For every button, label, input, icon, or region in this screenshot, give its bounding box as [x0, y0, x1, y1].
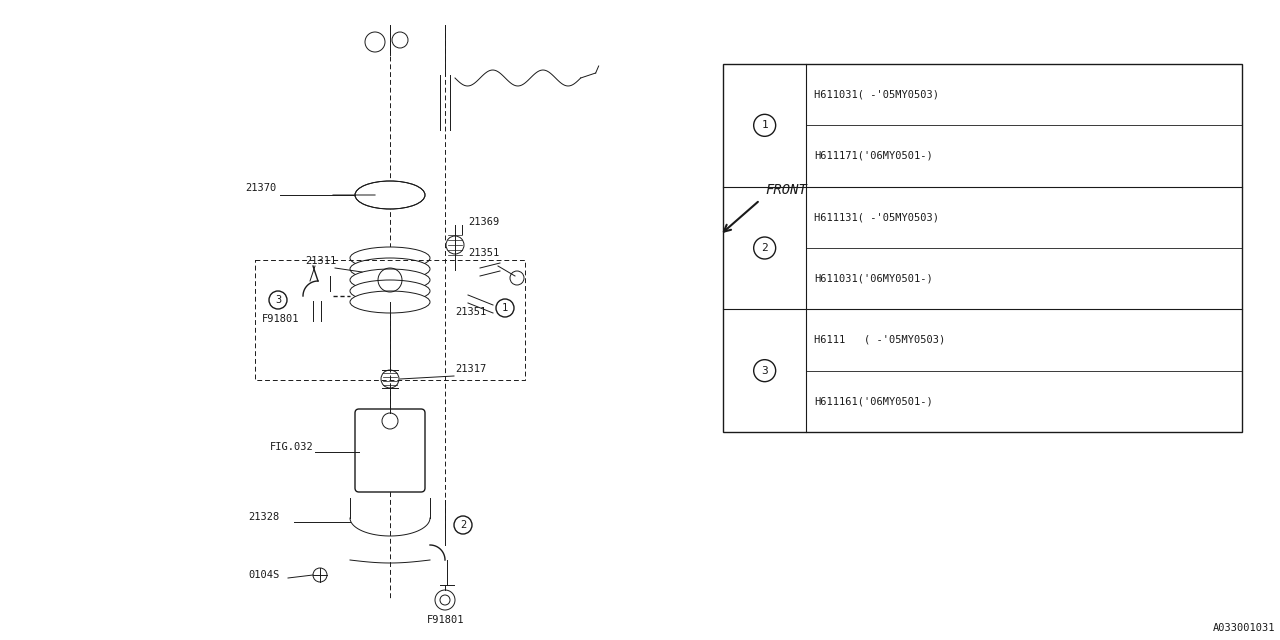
Text: F91801: F91801 [428, 615, 465, 625]
Text: 21369: 21369 [468, 217, 499, 227]
Circle shape [454, 516, 472, 534]
Text: FIG.032: FIG.032 [270, 442, 314, 452]
Circle shape [754, 360, 776, 381]
Circle shape [497, 299, 515, 317]
Text: 2: 2 [762, 243, 768, 253]
FancyBboxPatch shape [355, 409, 425, 492]
Text: A033001031: A033001031 [1212, 623, 1275, 633]
Text: 1: 1 [502, 303, 508, 313]
Text: H611031('06MY0501-): H611031('06MY0501-) [814, 274, 933, 284]
Text: 2: 2 [460, 520, 466, 530]
Ellipse shape [349, 291, 430, 313]
Text: F91801: F91801 [262, 314, 300, 324]
Text: H6111   ( -'05MY0503): H6111 ( -'05MY0503) [814, 335, 946, 345]
Bar [723, 64, 1242, 432]
Ellipse shape [349, 269, 430, 291]
Text: 21311: 21311 [305, 256, 337, 266]
Text: H611031( -'05MY0503): H611031( -'05MY0503) [814, 90, 940, 100]
Text: 21351: 21351 [454, 307, 486, 317]
Text: 21370: 21370 [244, 183, 276, 193]
Ellipse shape [349, 258, 430, 280]
Ellipse shape [349, 280, 430, 302]
Text: 21328: 21328 [248, 512, 279, 522]
Circle shape [269, 291, 287, 309]
Text: 21351: 21351 [468, 248, 499, 258]
Text: 21317: 21317 [454, 364, 486, 374]
Text: 3: 3 [275, 295, 282, 305]
Text: 3: 3 [762, 365, 768, 376]
Text: H611171('06MY0501-): H611171('06MY0501-) [814, 151, 933, 161]
Ellipse shape [349, 247, 430, 269]
Text: 1: 1 [762, 120, 768, 131]
Ellipse shape [355, 181, 425, 209]
Circle shape [754, 237, 776, 259]
Circle shape [754, 115, 776, 136]
Text: 0104S: 0104S [248, 570, 279, 580]
Text: H611161('06MY0501-): H611161('06MY0501-) [814, 396, 933, 406]
Text: FRONT: FRONT [765, 183, 806, 197]
Text: H611131( -'05MY0503): H611131( -'05MY0503) [814, 212, 940, 222]
